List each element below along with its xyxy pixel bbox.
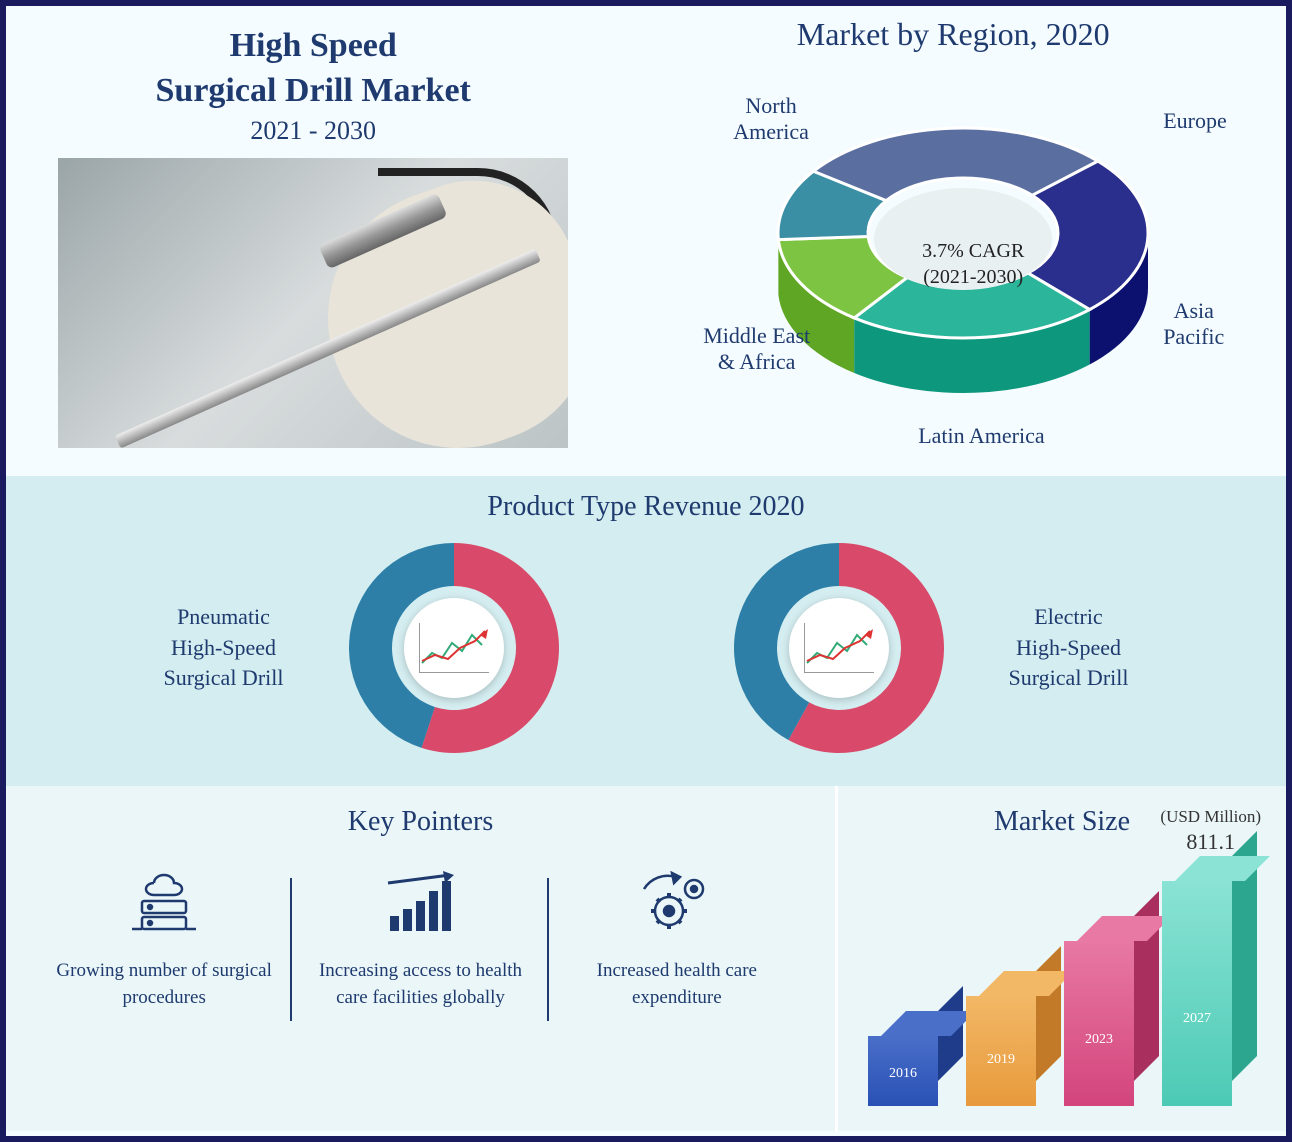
key-pointer: Increasing access to health care facilit… — [292, 868, 548, 1011]
mini-chart-icon — [419, 623, 489, 673]
title-line1: High Speed — [36, 26, 590, 67]
bar-year-label: 2016 — [868, 1066, 938, 1082]
product-donut-item: PneumaticHigh-SpeedSurgical Drill — [124, 543, 559, 753]
region-panel: Market by Region, 2020 3.7% CAGR (2021-2… — [620, 6, 1286, 476]
cagr-value: 3.7% CAGR — [888, 238, 1058, 264]
product-donut-label: PneumaticHigh-SpeedSurgical Drill — [124, 602, 324, 694]
key-pointer: Increased health care expenditure — [549, 868, 805, 1011]
product-donut — [734, 543, 944, 753]
market-size-unit: (USD Million) — [1160, 806, 1261, 828]
bar-year-label: 2027 — [1162, 1011, 1232, 1027]
infographic-frame: High Speed Surgical Drill Market 2021 - … — [0, 0, 1292, 1142]
mini-donut-center — [404, 598, 504, 698]
server-cloud-icon — [56, 868, 272, 938]
key-pointer: Growing number of surgical procedures — [36, 868, 292, 1011]
title-line2: Surgical Drill Market — [36, 71, 590, 112]
market-size-panel: Market Size (USD Million) 811.1 20162019… — [838, 786, 1286, 1131]
product-revenue-title: Product Type Revenue 2020 — [36, 491, 1256, 523]
region-label: Latin America — [918, 423, 1044, 449]
product-donut-label: ElectricHigh-SpeedSurgical Drill — [969, 602, 1169, 694]
region-label: NorthAmerica — [733, 93, 809, 146]
region-label: Asia Pacific — [1163, 298, 1224, 351]
market-size-bars: 2016 2019 2023 2027 — [858, 866, 1266, 1106]
header-panel: High Speed Surgical Drill Market 2021 - … — [6, 6, 620, 476]
cagr-range: (2021-2030) — [888, 264, 1058, 290]
region-donut-chart: 3.7% CAGR (2021-2030) NorthAmericaEurope… — [693, 63, 1213, 423]
region-chart-title: Market by Region, 2020 — [640, 16, 1266, 53]
pointer-text: Increasing access to health care facilit… — [312, 958, 528, 1011]
key-pointers-title: Key Pointers — [36, 806, 805, 838]
bar-year-label: 2023 — [1064, 1032, 1134, 1048]
region-label: Europe — [1163, 108, 1227, 134]
pointers-row: Growing number of surgical procedures Inc… — [36, 868, 805, 1011]
pointer-text: Increased health care expenditure — [569, 958, 785, 1011]
region-label: Middle East& Africa — [703, 323, 810, 376]
donut-row: PneumaticHigh-SpeedSurgical Drill Electr… — [36, 543, 1256, 753]
mini-donut-center — [789, 598, 889, 698]
cagr-center-text: 3.7% CAGR (2021-2030) — [888, 238, 1058, 290]
key-pointers-panel: Key Pointers Growing number of surgical … — [6, 786, 838, 1131]
top-row: High Speed Surgical Drill Market 2021 - … — [6, 6, 1286, 476]
bar-growth-icon — [312, 868, 528, 938]
gears-arrow-icon — [569, 868, 785, 938]
pointer-text: Growing number of surgical procedures — [56, 958, 272, 1011]
product-donut-item: ElectricHigh-SpeedSurgical Drill — [734, 543, 1169, 753]
product-revenue-panel: Product Type Revenue 2020 PneumaticHigh-… — [6, 476, 1286, 786]
mini-chart-icon — [804, 623, 874, 673]
bottom-row: Key Pointers Growing number of surgical … — [6, 786, 1286, 1131]
hero-image — [58, 158, 568, 448]
title-date-range: 2021 - 2030 — [36, 116, 590, 146]
product-donut — [349, 543, 559, 753]
bar-year-label: 2019 — [966, 1052, 1036, 1068]
